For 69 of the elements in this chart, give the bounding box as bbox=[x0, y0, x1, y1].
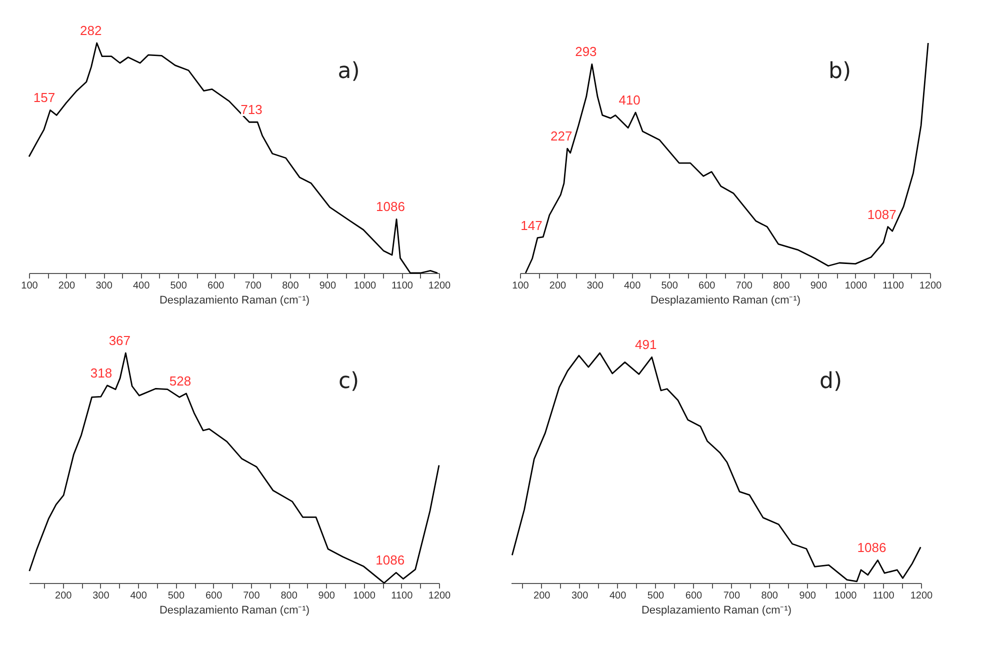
x-tick-label: 500 bbox=[170, 280, 188, 292]
x-axis-title: Desplazamiento Raman (cm⁻¹) bbox=[159, 294, 310, 306]
x-tick-label: 300 bbox=[571, 590, 589, 602]
x-tick-label: 600 bbox=[205, 590, 223, 602]
x-tick-label: 400 bbox=[624, 280, 642, 292]
x-tick-label: 500 bbox=[168, 590, 185, 602]
annotation: 1086 bbox=[376, 199, 405, 214]
x-tick-label: 1000 bbox=[844, 280, 868, 292]
text: c) bbox=[338, 369, 360, 394]
x-tick-label: 1000 bbox=[834, 590, 858, 602]
x-axis-title: Desplazamiento Raman (cm⁻¹) bbox=[650, 294, 801, 306]
x-tick-label: 100 bbox=[21, 280, 38, 292]
x-tick-label: 700 bbox=[723, 590, 740, 602]
x-tick-label: 900 bbox=[319, 280, 336, 292]
annotation: 1087 bbox=[867, 206, 896, 222]
x-tick-label: 1100 bbox=[882, 280, 904, 292]
x-tick-label: 900 bbox=[799, 590, 816, 602]
x-tick-label: 800 bbox=[280, 590, 298, 602]
annotation: 157 bbox=[33, 90, 56, 106]
x-tick-label: 200 bbox=[55, 590, 72, 602]
x-tick-label: 1200 bbox=[428, 590, 452, 602]
x-tick-label: 200 bbox=[58, 280, 76, 292]
x-tick-label: 800 bbox=[773, 280, 790, 292]
text: d) bbox=[820, 369, 842, 394]
annotation: 1086 bbox=[376, 552, 405, 568]
x-axis-title: Desplazamiento Raman (cm⁻¹) bbox=[641, 604, 792, 616]
x-tick-label: 1200 bbox=[910, 590, 934, 602]
x-tick-label: 600 bbox=[685, 590, 702, 602]
x-tick-label: 1100 bbox=[391, 590, 414, 602]
x-tick-label: 400 bbox=[609, 590, 627, 602]
x-tick-label: 300 bbox=[586, 280, 604, 292]
annotation: 713 bbox=[240, 102, 262, 118]
annotation: 147 bbox=[520, 218, 542, 233]
text: a) bbox=[338, 59, 360, 84]
annotation: 367 bbox=[108, 333, 131, 348]
x-tick-label: 700 bbox=[244, 280, 262, 292]
x-tick-label: 200 bbox=[534, 590, 551, 602]
annotation: 293 bbox=[575, 44, 597, 60]
annotation: 227 bbox=[550, 128, 572, 144]
x-tick-label: 800 bbox=[282, 280, 300, 292]
x-tick-label: 1200 bbox=[428, 280, 452, 292]
x-tick-label: 400 bbox=[132, 280, 150, 292]
x-tick-label: 500 bbox=[647, 590, 665, 602]
annotation: 410 bbox=[618, 92, 640, 108]
x-tick-label: 400 bbox=[130, 590, 148, 602]
annotation: 318 bbox=[90, 365, 112, 380]
x-tick-label: 1100 bbox=[872, 590, 895, 602]
text: b) bbox=[828, 59, 852, 84]
x-axis-title: Desplazamiento Raman (cm⁻¹) bbox=[159, 604, 310, 616]
x-tick-label: 800 bbox=[761, 590, 778, 602]
x-tick-label: 1000 bbox=[354, 280, 377, 292]
x-tick-label: 1100 bbox=[391, 280, 414, 292]
x-tick-label: 1000 bbox=[353, 590, 376, 602]
x-tick-label: 100 bbox=[512, 280, 530, 292]
x-tick-label: 500 bbox=[661, 280, 678, 292]
annotation: 528 bbox=[169, 373, 192, 388]
x-tick-label: 900 bbox=[810, 280, 828, 292]
x-tick-label: 300 bbox=[92, 590, 110, 602]
x-tick-label: 200 bbox=[549, 280, 567, 292]
annotation: 1086 bbox=[857, 540, 886, 556]
annotation: 282 bbox=[80, 23, 102, 38]
x-tick-label: 600 bbox=[208, 280, 225, 292]
x-tick-label: 900 bbox=[318, 590, 336, 602]
x-tick-label: 700 bbox=[736, 280, 753, 292]
x-tick-label: 600 bbox=[698, 280, 716, 292]
annotation: 491 bbox=[634, 337, 657, 352]
x-tick-label: 1200 bbox=[919, 280, 942, 292]
x-tick-label: 300 bbox=[96, 280, 113, 292]
x-tick-label: 700 bbox=[243, 590, 260, 602]
